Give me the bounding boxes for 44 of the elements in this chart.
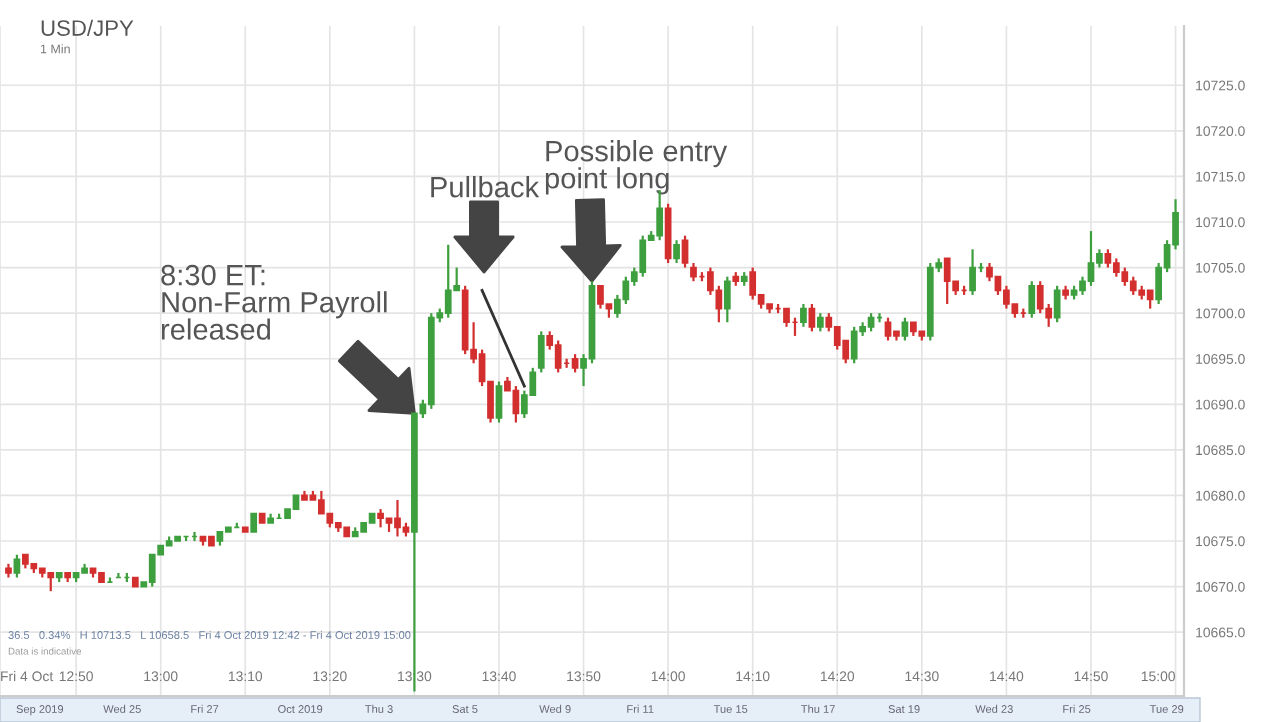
candlestick: [1146, 289, 1154, 310]
candlestick: [1112, 257, 1120, 278]
candlestick: [867, 312, 875, 333]
candlestick: [816, 312, 824, 333]
candlestick: [1104, 248, 1112, 269]
candlestick: [444, 243, 452, 319]
candlestick: [13, 553, 21, 579]
candlestick: [749, 266, 757, 301]
candlestick: [969, 248, 976, 297]
candlestick: [901, 316, 909, 342]
annotation: Pullback: [431, 176, 540, 198]
candlestick: [943, 257, 951, 306]
candlestick: [1028, 280, 1036, 319]
candlestick: [1053, 284, 1061, 324]
candlestick: [554, 339, 562, 374]
candlestick: [148, 553, 156, 588]
candlestick: [47, 571, 55, 593]
candlestick: [495, 380, 503, 424]
candlestick: [673, 239, 680, 265]
candlestick: [394, 498, 401, 538]
candlestick: [377, 508, 384, 529]
candlestick: [681, 234, 689, 269]
candlestick: [783, 307, 790, 328]
candlestick: [808, 302, 816, 333]
candlestick: [537, 330, 545, 374]
candlestick: [639, 234, 647, 278]
candlestick: [690, 261, 697, 283]
candlestick: [800, 302, 807, 328]
candlestick: [1129, 275, 1137, 297]
candlestick: [986, 261, 993, 283]
annotation: 8:30 ET: Non-Farm Payroll released: [161, 264, 387, 340]
candlestick: [1036, 280, 1044, 315]
annotation: Possible entry point long: [545, 140, 728, 195]
candlestick: [884, 316, 892, 342]
candlestick: [850, 325, 858, 365]
candlestick: [723, 275, 731, 324]
candlestick: [571, 353, 579, 374]
candlestick: [250, 512, 258, 533]
candlestick: [1121, 266, 1129, 287]
chart-title: USD/JPY: [41, 19, 134, 36]
candlestick: [1003, 284, 1010, 310]
candlestick: [622, 275, 630, 306]
candlestick: [597, 284, 604, 310]
candlestick: [1087, 229, 1095, 287]
